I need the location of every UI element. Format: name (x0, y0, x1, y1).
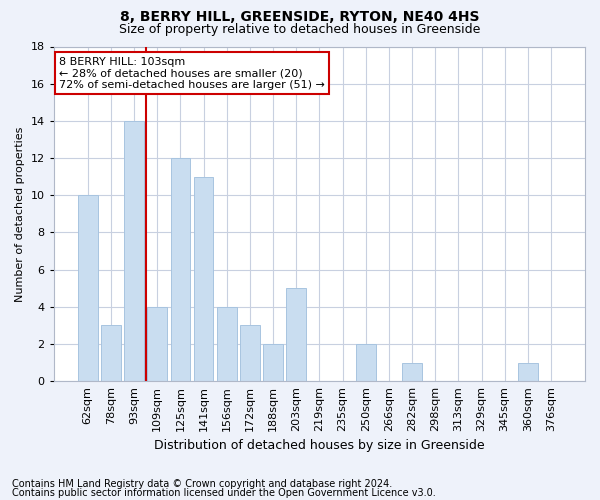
Text: Size of property relative to detached houses in Greenside: Size of property relative to detached ho… (119, 22, 481, 36)
Bar (194, 176, 214, 381)
Y-axis label: Number of detached properties: Number of detached properties (15, 126, 25, 302)
Bar (124, 121, 144, 381)
Text: Contains public sector information licensed under the Open Government Licence v3: Contains public sector information licen… (12, 488, 436, 498)
Text: 8, BERRY HILL, GREENSIDE, RYTON, NE40 4HS: 8, BERRY HILL, GREENSIDE, RYTON, NE40 4H… (120, 10, 480, 24)
Bar (170, 158, 190, 381)
Text: 8 BERRY HILL: 103sqm
← 28% of detached houses are smaller (20)
72% of semi-detac: 8 BERRY HILL: 103sqm ← 28% of detached h… (59, 56, 325, 90)
Bar (101, 326, 121, 381)
Bar (402, 362, 422, 381)
Bar (78, 195, 98, 381)
X-axis label: Distribution of detached houses by size in Greenside: Distribution of detached houses by size … (154, 440, 485, 452)
Bar (263, 344, 283, 381)
Bar (148, 307, 167, 381)
Bar (217, 307, 236, 381)
Text: Contains HM Land Registry data © Crown copyright and database right 2024.: Contains HM Land Registry data © Crown c… (12, 479, 392, 489)
Bar (286, 288, 306, 381)
Bar (518, 362, 538, 381)
Bar (240, 326, 260, 381)
Bar (356, 344, 376, 381)
